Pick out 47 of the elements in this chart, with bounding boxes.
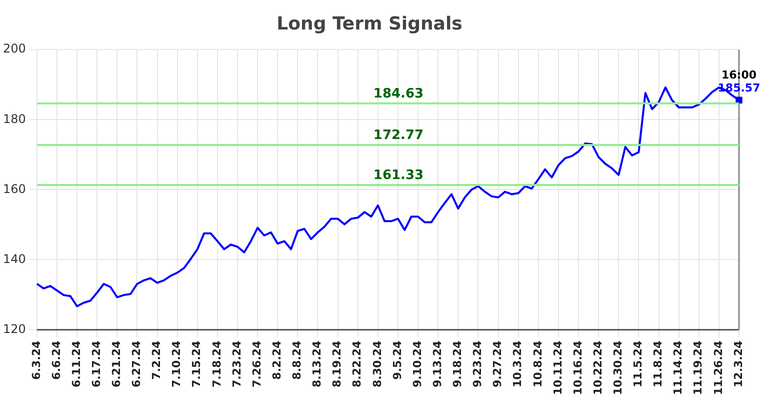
y-tick-label: 140 bbox=[3, 252, 26, 266]
x-tick-label: 8.2.24 bbox=[270, 340, 284, 380]
x-tick-label: 6.6.24 bbox=[50, 340, 63, 380]
ref-line-label: 184.63 bbox=[373, 86, 424, 102]
y-tick-label: 180 bbox=[3, 112, 26, 126]
x-tick-label: 9.5.24 bbox=[390, 340, 404, 380]
x-tick-label: 10.22.24 bbox=[591, 340, 604, 395]
x-tick-label: 9.27.24 bbox=[491, 340, 504, 388]
x-tick-label: 12.3.24 bbox=[732, 340, 745, 388]
x-tick-label: 8.19.24 bbox=[330, 340, 344, 388]
y-tick-label: 120 bbox=[3, 322, 26, 336]
x-tick-label: 7.2.24 bbox=[150, 340, 164, 380]
y-tick-label: 160 bbox=[3, 182, 26, 196]
x-tick-label: 10.3.24 bbox=[511, 340, 524, 388]
x-tick-label: 11.26.24 bbox=[712, 340, 725, 395]
x-tick-label: 10.30.24 bbox=[612, 340, 624, 395]
x-tick-label: 9.10.24 bbox=[410, 340, 424, 388]
annotation: 185.57 bbox=[718, 81, 760, 94]
x-tick-label: 9.23.24 bbox=[471, 340, 484, 388]
x-tick-label: 6.21.24 bbox=[110, 340, 124, 388]
x-tick-label: 11.8.24 bbox=[652, 340, 665, 388]
x-tick-label: 8.30.24 bbox=[370, 340, 384, 388]
x-tick-label: 7.23.24 bbox=[230, 340, 244, 388]
annotation: 16:00 bbox=[721, 68, 757, 82]
y-tick-label: 200 bbox=[3, 42, 26, 56]
ref-line-label: 161.33 bbox=[373, 168, 424, 183]
chart-title: Long Term Signals bbox=[276, 13, 462, 34]
x-tick-label: 6.11.24 bbox=[70, 340, 83, 388]
x-tick-label: 10.16.24 bbox=[571, 340, 584, 395]
x-tick-label: 7.15.24 bbox=[190, 340, 204, 388]
x-tick-label: 7.26.24 bbox=[250, 340, 264, 388]
x-tick-label: 11.19.24 bbox=[692, 340, 705, 395]
x-tick-label: 6.17.24 bbox=[90, 340, 103, 388]
x-tick-label: 10.8.24 bbox=[531, 340, 544, 388]
x-tick-label: 9.18.24 bbox=[451, 340, 464, 388]
x-tick-label: 6.27.24 bbox=[130, 340, 144, 388]
x-tick-label: 11.14.24 bbox=[672, 340, 685, 395]
ref-line-label: 172.77 bbox=[373, 128, 424, 143]
x-tick-label: 10.11.24 bbox=[551, 340, 564, 395]
x-tick-label: 9.13.24 bbox=[430, 340, 444, 388]
x-tick-label: 7.10.24 bbox=[170, 340, 184, 388]
x-tick-label: 7.18.24 bbox=[210, 340, 224, 388]
x-tick-label: 11.5.24 bbox=[632, 340, 645, 388]
x-tick-label: 8.22.24 bbox=[350, 340, 364, 388]
x-tick-label: 8.8.24 bbox=[290, 340, 304, 380]
x-tick-label: 6.3.24 bbox=[30, 340, 43, 380]
x-tick-label: 8.13.24 bbox=[310, 340, 324, 388]
